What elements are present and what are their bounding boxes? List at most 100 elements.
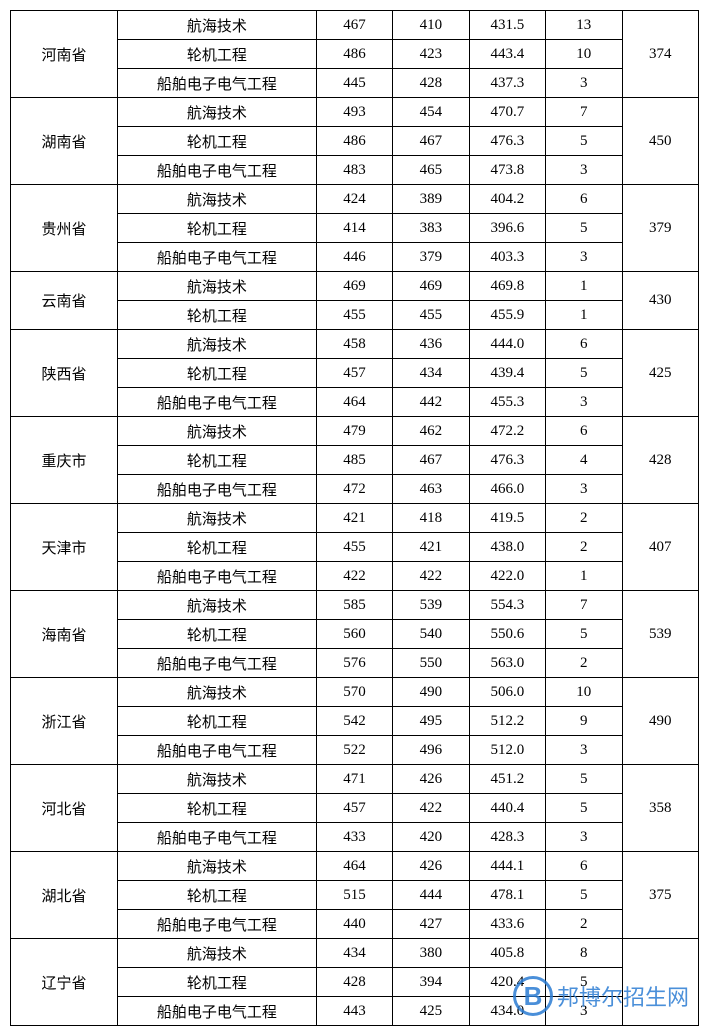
value-cell: 560 bbox=[316, 620, 392, 649]
value-cell: 472.2 bbox=[469, 417, 545, 446]
value-cell: 445 bbox=[316, 69, 392, 98]
major-cell: 轮机工程 bbox=[118, 968, 317, 997]
value-cell: 433.6 bbox=[469, 910, 545, 939]
table-row: 浙江省航海技术570490506.010490 bbox=[11, 678, 699, 707]
value-cell: 3 bbox=[546, 69, 622, 98]
table-row: 重庆市航海技术479462472.26428 bbox=[11, 417, 699, 446]
value-cell: 5 bbox=[546, 881, 622, 910]
value-cell: 431.5 bbox=[469, 11, 545, 40]
value-cell: 418 bbox=[393, 504, 469, 533]
value-cell: 396.6 bbox=[469, 214, 545, 243]
major-cell: 航海技术 bbox=[118, 504, 317, 533]
major-cell: 轮机工程 bbox=[118, 446, 317, 475]
major-cell: 船舶电子电气工程 bbox=[118, 243, 317, 272]
value-cell: 476.3 bbox=[469, 446, 545, 475]
value-cell: 5 bbox=[546, 794, 622, 823]
value-cell: 454 bbox=[393, 98, 469, 127]
value-cell: 3 bbox=[546, 736, 622, 765]
value-cell: 5 bbox=[546, 765, 622, 794]
value-cell: 463 bbox=[393, 475, 469, 504]
major-cell: 轮机工程 bbox=[118, 301, 317, 330]
value-cell: 423 bbox=[393, 40, 469, 69]
major-cell: 航海技术 bbox=[118, 330, 317, 359]
table-row: 天津市航海技术421418419.52407 bbox=[11, 504, 699, 533]
value-cell: 496 bbox=[393, 736, 469, 765]
value-cell: 434 bbox=[316, 939, 392, 968]
major-cell: 船舶电子电气工程 bbox=[118, 823, 317, 852]
major-cell: 船舶电子电气工程 bbox=[118, 736, 317, 765]
value-cell: 2 bbox=[546, 649, 622, 678]
value-cell: 419.5 bbox=[469, 504, 545, 533]
value-cell: 458 bbox=[316, 330, 392, 359]
major-cell: 船舶电子电气工程 bbox=[118, 69, 317, 98]
value-cell: 512.0 bbox=[469, 736, 545, 765]
value-cell: 2 bbox=[546, 533, 622, 562]
major-cell: 航海技术 bbox=[118, 272, 317, 301]
value-cell: 485 bbox=[316, 446, 392, 475]
value-cell: 421 bbox=[393, 533, 469, 562]
major-cell: 轮机工程 bbox=[118, 794, 317, 823]
value-cell: 472 bbox=[316, 475, 392, 504]
cutoff-cell: 407 bbox=[622, 504, 698, 591]
value-cell: 426 bbox=[393, 765, 469, 794]
watermark-text: 邦博尔招生网 bbox=[557, 980, 689, 1012]
province-cell: 海南省 bbox=[11, 591, 118, 678]
value-cell: 479 bbox=[316, 417, 392, 446]
major-cell: 航海技术 bbox=[118, 939, 317, 968]
value-cell: 3 bbox=[546, 156, 622, 185]
value-cell: 10 bbox=[546, 678, 622, 707]
major-cell: 轮机工程 bbox=[118, 40, 317, 69]
cutoff-cell: 425 bbox=[622, 330, 698, 417]
value-cell: 486 bbox=[316, 127, 392, 156]
value-cell: 478.1 bbox=[469, 881, 545, 910]
value-cell: 6 bbox=[546, 852, 622, 881]
value-cell: 379 bbox=[393, 243, 469, 272]
major-cell: 船舶电子电气工程 bbox=[118, 562, 317, 591]
value-cell: 422 bbox=[316, 562, 392, 591]
major-cell: 船舶电子电气工程 bbox=[118, 997, 317, 1026]
major-cell: 航海技术 bbox=[118, 11, 317, 40]
table-row: 陕西省航海技术458436444.06425 bbox=[11, 330, 699, 359]
value-cell: 405.8 bbox=[469, 939, 545, 968]
value-cell: 8 bbox=[546, 939, 622, 968]
value-cell: 6 bbox=[546, 330, 622, 359]
value-cell: 483 bbox=[316, 156, 392, 185]
value-cell: 467 bbox=[316, 11, 392, 40]
cutoff-cell: 490 bbox=[622, 678, 698, 765]
major-cell: 轮机工程 bbox=[118, 214, 317, 243]
value-cell: 389 bbox=[393, 185, 469, 214]
value-cell: 585 bbox=[316, 591, 392, 620]
value-cell: 13 bbox=[546, 11, 622, 40]
value-cell: 464 bbox=[316, 852, 392, 881]
value-cell: 444.1 bbox=[469, 852, 545, 881]
value-cell: 467 bbox=[393, 127, 469, 156]
value-cell: 2 bbox=[546, 504, 622, 533]
value-cell: 404.2 bbox=[469, 185, 545, 214]
province-cell: 浙江省 bbox=[11, 678, 118, 765]
value-cell: 414 bbox=[316, 214, 392, 243]
value-cell: 383 bbox=[393, 214, 469, 243]
value-cell: 3 bbox=[546, 823, 622, 852]
value-cell: 455 bbox=[393, 301, 469, 330]
province-cell: 湖北省 bbox=[11, 852, 118, 939]
value-cell: 422.0 bbox=[469, 562, 545, 591]
value-cell: 542 bbox=[316, 707, 392, 736]
table-row: 海南省航海技术585539554.37539 bbox=[11, 591, 699, 620]
value-cell: 421 bbox=[316, 504, 392, 533]
value-cell: 462 bbox=[393, 417, 469, 446]
table-row: 河北省航海技术471426451.25358 bbox=[11, 765, 699, 794]
value-cell: 490 bbox=[393, 678, 469, 707]
value-cell: 506.0 bbox=[469, 678, 545, 707]
value-cell: 469.8 bbox=[469, 272, 545, 301]
admission-scores-table: 河南省航海技术467410431.513374轮机工程486423443.410… bbox=[10, 10, 699, 1026]
value-cell: 427 bbox=[393, 910, 469, 939]
value-cell: 439.4 bbox=[469, 359, 545, 388]
value-cell: 394 bbox=[393, 968, 469, 997]
cutoff-cell: 430 bbox=[622, 272, 698, 330]
major-cell: 船舶电子电气工程 bbox=[118, 156, 317, 185]
value-cell: 443 bbox=[316, 997, 392, 1026]
major-cell: 船舶电子电气工程 bbox=[118, 388, 317, 417]
value-cell: 570 bbox=[316, 678, 392, 707]
major-cell: 船舶电子电气工程 bbox=[118, 649, 317, 678]
value-cell: 3 bbox=[546, 243, 622, 272]
